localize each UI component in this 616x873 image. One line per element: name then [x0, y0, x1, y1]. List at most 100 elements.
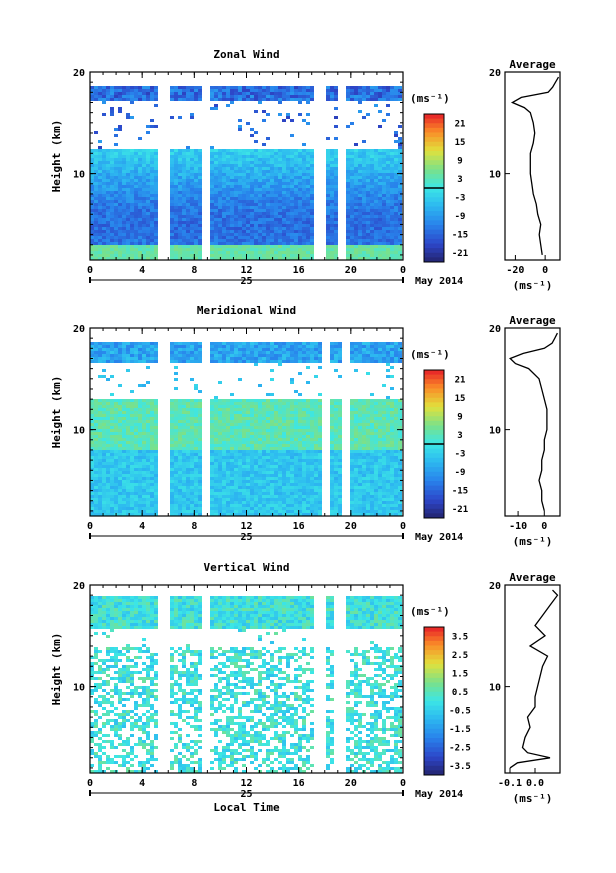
heatmap-cell [210, 504, 214, 507]
heatmap-cell [146, 417, 150, 420]
heatmap-cell [150, 498, 154, 501]
heatmap-cell [366, 251, 370, 254]
heatmap-cell [230, 200, 234, 203]
heatmap-cell [154, 459, 158, 462]
heatmap-cell [218, 429, 222, 432]
heatmap-cell [258, 402, 262, 405]
heatmap-cell [154, 185, 158, 188]
heatmap-cell [138, 194, 142, 197]
heatmap-cell [142, 411, 146, 414]
heatmap-cell [118, 420, 122, 423]
heatmap-cell [258, 498, 262, 501]
heatmap-cell [362, 236, 366, 239]
heatmap-cell [114, 173, 118, 176]
heatmap-cell [118, 224, 122, 227]
heatmap-cell [90, 501, 94, 504]
heatmap-cell [198, 245, 202, 248]
heatmap-cell [126, 113, 130, 116]
heatmap-cell [110, 203, 114, 206]
heatmap-cell [274, 182, 278, 185]
heatmap-cell [226, 200, 230, 203]
heatmap-cell [134, 423, 138, 426]
heatmap-cell [146, 459, 150, 462]
heatmap-cell [142, 221, 146, 224]
heatmap-cell [122, 152, 126, 155]
heatmap-cell [242, 468, 246, 471]
heatmap-cell [382, 245, 386, 248]
heatmap-cell [230, 447, 234, 450]
heatmap-cell [258, 155, 262, 158]
heatmap-cell [258, 351, 262, 354]
heatmap-cell [250, 98, 254, 101]
heatmap-cell [114, 206, 118, 209]
heatmap-cell [142, 408, 146, 411]
heatmap-cell [222, 155, 226, 158]
heatmap-cell [266, 206, 270, 209]
heatmap-cell [122, 149, 126, 152]
heatmap-cell [186, 432, 190, 435]
heatmap-cell [198, 167, 202, 170]
heatmap-cell [254, 489, 258, 492]
heatmap-cell [98, 450, 102, 453]
heatmap-cell [334, 95, 338, 98]
heatmap-cell [118, 435, 122, 438]
heatmap-cell [330, 179, 334, 182]
heatmap-cell [194, 342, 198, 345]
heatmap-cell [222, 185, 226, 188]
heatmap-cell [214, 420, 218, 423]
heatmap-cell [118, 86, 122, 89]
heatmap-cell [138, 248, 142, 251]
heatmap-cell [230, 251, 234, 254]
heatmap-cell [198, 507, 202, 510]
heatmap-cell [350, 218, 354, 221]
heatmap-cell [374, 95, 378, 98]
heatmap-cell [134, 209, 138, 212]
heatmap-cell [138, 167, 142, 170]
heatmap-cell [350, 242, 354, 245]
heatmap-cell [218, 342, 222, 345]
heatmap-cell [242, 501, 246, 504]
heatmap-cell [194, 230, 198, 233]
heatmap-cell [122, 242, 126, 245]
heatmap-cell [142, 194, 146, 197]
heatmap-cell [218, 149, 222, 152]
heatmap-cell [114, 480, 118, 483]
heatmap-cell [126, 438, 130, 441]
heatmap-cell [90, 432, 94, 435]
heatmap-cell [382, 161, 386, 164]
heatmap-cell [270, 149, 274, 152]
heatmap-cell [134, 492, 138, 495]
heatmap-cell [106, 221, 110, 224]
heatmap-cell [234, 179, 238, 182]
heatmap-cell [126, 465, 130, 468]
heatmap-cell [174, 245, 178, 248]
heatmap-cell [118, 95, 122, 98]
heatmap-cell [346, 227, 350, 230]
heatmap-cell [186, 164, 190, 167]
heatmap-cell [138, 507, 142, 510]
heatmap-cell [382, 98, 386, 101]
heatmap-cell [182, 507, 186, 510]
heatmap-cell [90, 98, 94, 101]
heatmap-cell [146, 465, 150, 468]
heatmap-cell [218, 456, 222, 459]
heatmap-cell [378, 125, 382, 128]
heatmap-cell [218, 164, 222, 167]
heatmap-cell [146, 495, 150, 498]
heatmap-cell [186, 206, 190, 209]
heatmap-cell [110, 227, 114, 230]
heatmap-cell [242, 176, 246, 179]
heatmap-cell [126, 477, 130, 480]
heatmap-cell [262, 456, 266, 459]
heatmap-cell [306, 158, 310, 161]
heatmap-cell [310, 149, 314, 152]
heatmap-cell [210, 149, 214, 152]
heatmap-cell [190, 227, 194, 230]
heatmap-cell [154, 447, 158, 450]
heatmap-cell [138, 254, 142, 257]
heatmap-cell [102, 405, 106, 408]
heatmap-cell [138, 414, 142, 417]
heatmap-cell [114, 468, 118, 471]
heatmap-cell [334, 230, 338, 233]
heatmap-cell [102, 420, 106, 423]
